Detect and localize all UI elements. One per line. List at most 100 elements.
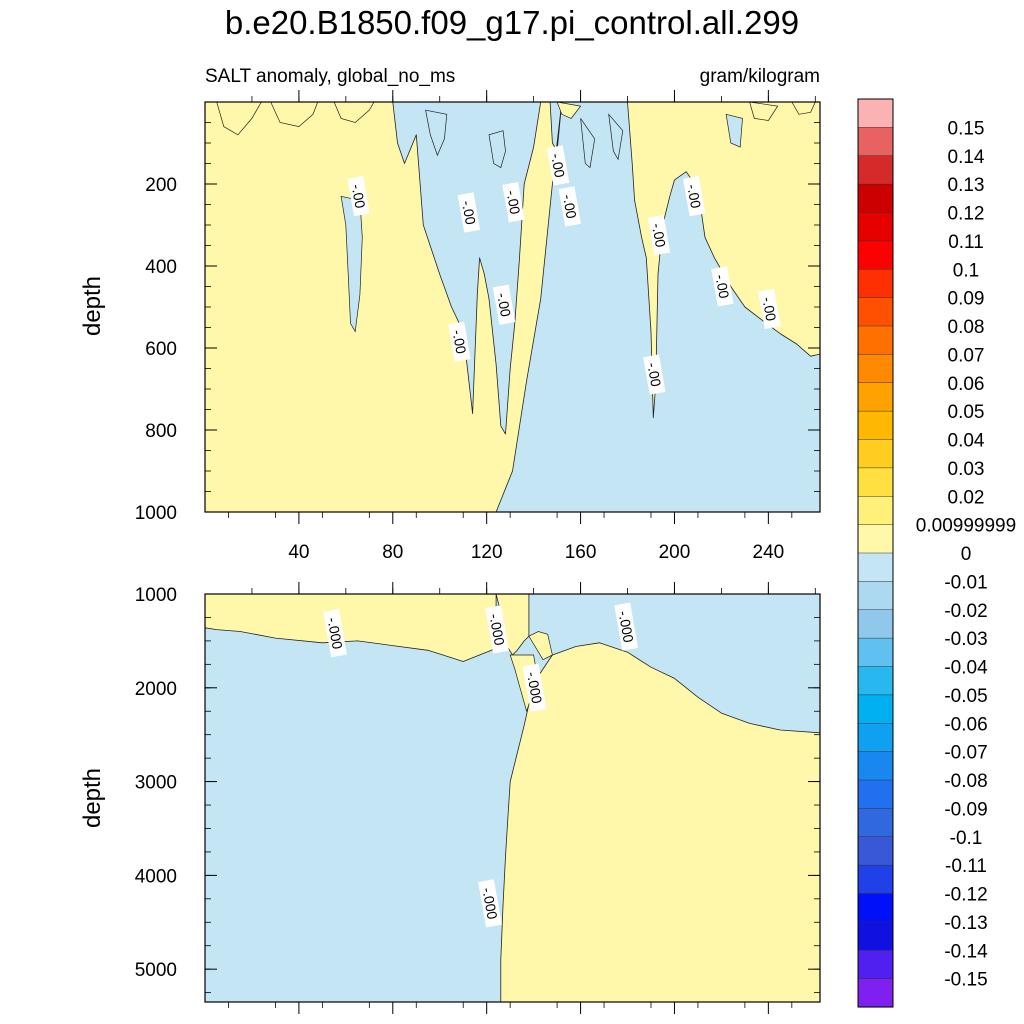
contour-label-upper-0: -.00	[347, 176, 370, 217]
x-tick-label-4: 200	[659, 542, 691, 563]
y-tick-label-upper-3: 800	[145, 421, 177, 442]
negative-patch-2	[488, 130, 506, 169]
svg-text:-.00: -.00	[504, 189, 524, 216]
colorbar-swatch-29	[857, 921, 894, 951]
colorbar-swatch-17	[857, 581, 894, 611]
svg-text:-.00: -.00	[712, 273, 732, 300]
svg-text:-.00: -.00	[649, 222, 669, 249]
positive-patch-1	[528, 631, 553, 661]
colorbar-swatch-31	[857, 978, 894, 1008]
colorbar-label-2: 0.13	[948, 175, 985, 196]
y-tick-label-lower-2: 3000	[135, 773, 177, 794]
colorbar-swatch-26	[857, 836, 894, 866]
colorbar-label-9: 0.06	[948, 374, 985, 395]
x-tick-label-3: 160	[565, 542, 597, 563]
colorbar-swatch-20	[857, 666, 894, 696]
svg-text:-.000: -.000	[479, 886, 500, 920]
colorbar-swatch-11	[857, 410, 894, 441]
colorbar-label-7: 0.08	[948, 317, 985, 338]
lower-depth-panel: -.000 -.000 -.000 -.000 -.000 1000 2000 3000 400…	[135, 582, 821, 1014]
svg-text:-.000: -.000	[324, 616, 345, 650]
colorbar-label-5: 0.1	[953, 260, 979, 281]
colorbar-frame	[857, 98, 894, 1008]
colorbar-swatch-13	[857, 467, 894, 497]
chart-title: b.e20.B1850.f09_g17.pi_control.all.299	[225, 4, 799, 41]
contour-label-lower-3: -.000	[614, 602, 639, 651]
svg-text:-.00: -.00	[494, 291, 514, 318]
svg-text:-.00: -.00	[560, 193, 580, 220]
colorbar-swatch-4	[857, 212, 894, 242]
chart-subtitle-left: SALT anomaly, global_no_ms	[205, 66, 455, 87]
colorbar-label-1: 0.14	[948, 147, 985, 168]
colorbar-label-10: 0.05	[948, 402, 985, 423]
negative-patch-1	[425, 109, 448, 157]
svg-text:-.000: -.000	[524, 671, 545, 705]
colorbar-swatch-8	[857, 325, 894, 355]
colorbar-label-23: -0.08	[944, 771, 987, 792]
colorbar-label-13: 0.02	[948, 487, 985, 508]
colorbar-swatch-24	[857, 779, 894, 809]
y-tick-label-upper-0: 200	[145, 175, 177, 196]
contour-label-upper-9: -.00	[492, 284, 516, 325]
contour-label-upper-2: -.00	[502, 182, 525, 223]
positive-region-east-positive	[500, 642, 820, 1002]
colorbar-label-28: -0.13	[944, 913, 987, 934]
y-tick-label-lower-3: 4000	[135, 866, 177, 887]
y-tick-label-upper-4: 1000	[135, 503, 177, 524]
colorbar-label-20: -0.05	[944, 686, 987, 707]
colorbar-label-18: -0.03	[944, 629, 987, 650]
svg-text:-.00: -.00	[459, 199, 479, 226]
colorbar-label-17: -0.02	[944, 601, 987, 622]
colorbar-swatch-30	[857, 950, 894, 980]
svg-text:-.00: -.00	[548, 152, 568, 179]
contour-label-lower-1: -.000	[485, 605, 509, 654]
colorbar-label-6: 0.09	[948, 289, 985, 310]
colorbar-swatch-15	[857, 524, 894, 554]
contour-label-lower-2: -.000	[522, 663, 547, 712]
x-tick-label-1: 80	[382, 542, 403, 563]
contour-label-lower-4: -.000	[478, 879, 502, 928]
contour-label-lower-0: -.000	[323, 609, 347, 658]
svg-text:-.00: -.00	[684, 183, 704, 210]
colorbar-label-30: -0.15	[944, 970, 987, 991]
colorbar-label-4: 0.11	[948, 232, 984, 253]
panel-frame-lower	[204, 593, 821, 1003]
colorbar-swatch-3	[857, 183, 894, 214]
colorbar-label-19: -0.04	[944, 658, 988, 679]
colorbar-label-11: 0.04	[948, 431, 985, 452]
colorbar-label-12: 0.03	[948, 459, 985, 480]
svg-text:-.00: -.00	[644, 361, 664, 388]
y-tick-label-upper-2: 600	[145, 339, 177, 360]
upper-depth-panel: -.00 -.00 -.00 -.00 -.00 -.00 -.00 -.00 -.00 -.00…	[135, 90, 821, 563]
svg-text:-.00: -.00	[759, 296, 779, 323]
y-tick-label-lower-1: 2000	[135, 679, 177, 700]
colorbar-label-0: 0.15	[948, 118, 985, 139]
svg-text:-.00: -.00	[349, 183, 369, 210]
chart-subtitle-right: gram/kilogram	[700, 66, 820, 87]
svg-text:-.00: -.00	[450, 328, 470, 355]
colorbar-label-16: -0.01	[944, 572, 987, 593]
colorbar-swatch-23	[857, 751, 894, 781]
positive-patch-2	[333, 102, 375, 123]
plot-area-lower: -.000 -.000 -.000 -.000 -.000	[205, 594, 820, 1002]
contour-label-upper-4: -.00	[558, 186, 581, 227]
colorbar-swatch-12	[857, 439, 894, 469]
x-tick-label-2: 120	[471, 542, 503, 563]
colorbar-label-14: 0.00999999	[916, 516, 1016, 537]
y-tick-label-lower-0: 1000	[135, 585, 177, 606]
colorbar-label-3: 0.12	[948, 204, 985, 225]
positive-patch-1	[270, 102, 319, 127]
colorbar: 0.15 0.14 0.13 0.12 0.11 0.1 0.09 0.08 0.07 0.06 0…	[857, 98, 1016, 1008]
colorbar-swatch-10	[857, 382, 894, 412]
contour-label-upper-3: -.00	[546, 145, 570, 186]
upper-y-axis-label: depth	[79, 276, 106, 336]
positive-patch-0	[216, 102, 262, 136]
positive-patch-3	[556, 102, 582, 119]
colorbar-swatch-22	[857, 723, 894, 753]
positive-patch-4	[749, 102, 779, 121]
colorbar-swatch-14	[857, 496, 894, 526]
y-tick-label-lower-4: 5000	[135, 960, 177, 981]
colorbar-swatch-7	[857, 297, 894, 327]
svg-text:-.000: -.000	[486, 612, 507, 646]
